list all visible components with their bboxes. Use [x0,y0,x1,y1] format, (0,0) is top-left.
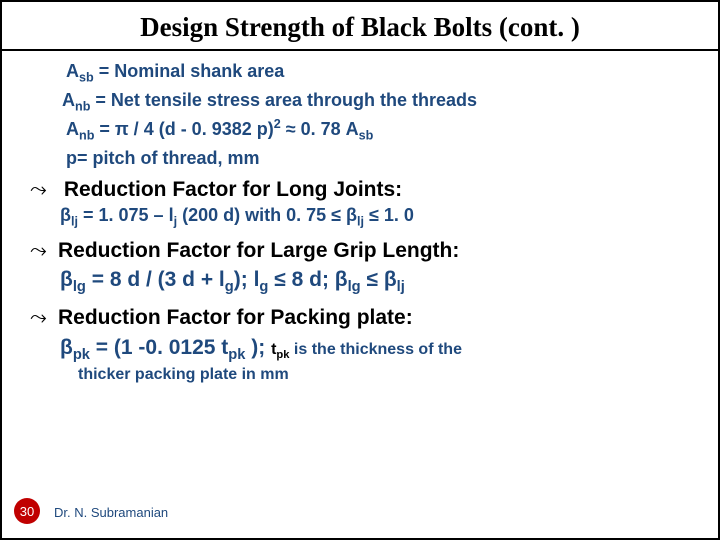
slide-content: Asb = Nominal shank area Anb = Net tensi… [2,51,718,384]
formula-packing-plate: βpk = (1 -0. 0125 tpk ); tpk is the thic… [60,334,688,366]
var-anb: Anb [62,90,90,110]
formula-anb: Anb = π / 4 (d - 0. 9382 p)2 ≈ 0. 78 Asb [66,116,688,145]
definition-pitch: p= pitch of thread, mm [66,146,688,170]
bullet-icon: ⤳ [30,304,58,331]
page-title: Design Strength of Black Bolts (cont. ) [2,2,718,51]
definition-anb: Anb = Net tensile stress area through th… [62,88,688,116]
bullet-icon: ⤳ [30,237,58,264]
formula-long-joints: βlj = 1. 075 – lj (200 d) with 0. 75 ≤ β… [60,203,688,231]
bullet-icon: ⤳ [30,176,58,203]
heading-long-joints: ⤳ Reduction Factor for Long Joints: [30,176,688,203]
heading-packing-plate: ⤳Reduction Factor for Packing plate: [30,304,688,331]
formula-grip-length: βlg = 8 d / (3 d + lg); lg ≤ 8 d; βlg ≤ … [60,266,688,298]
formula-packing-plate-cont: thicker packing plate in mm [78,366,688,384]
author-name: Dr. N. Subramanian [54,505,168,520]
heading-grip-length: ⤳Reduction Factor for Large Grip Length: [30,237,688,264]
var-asb: Asb [66,61,94,81]
definition-asb: Asb = Nominal shank area [66,59,688,87]
page-number-badge: 30 [14,498,40,524]
